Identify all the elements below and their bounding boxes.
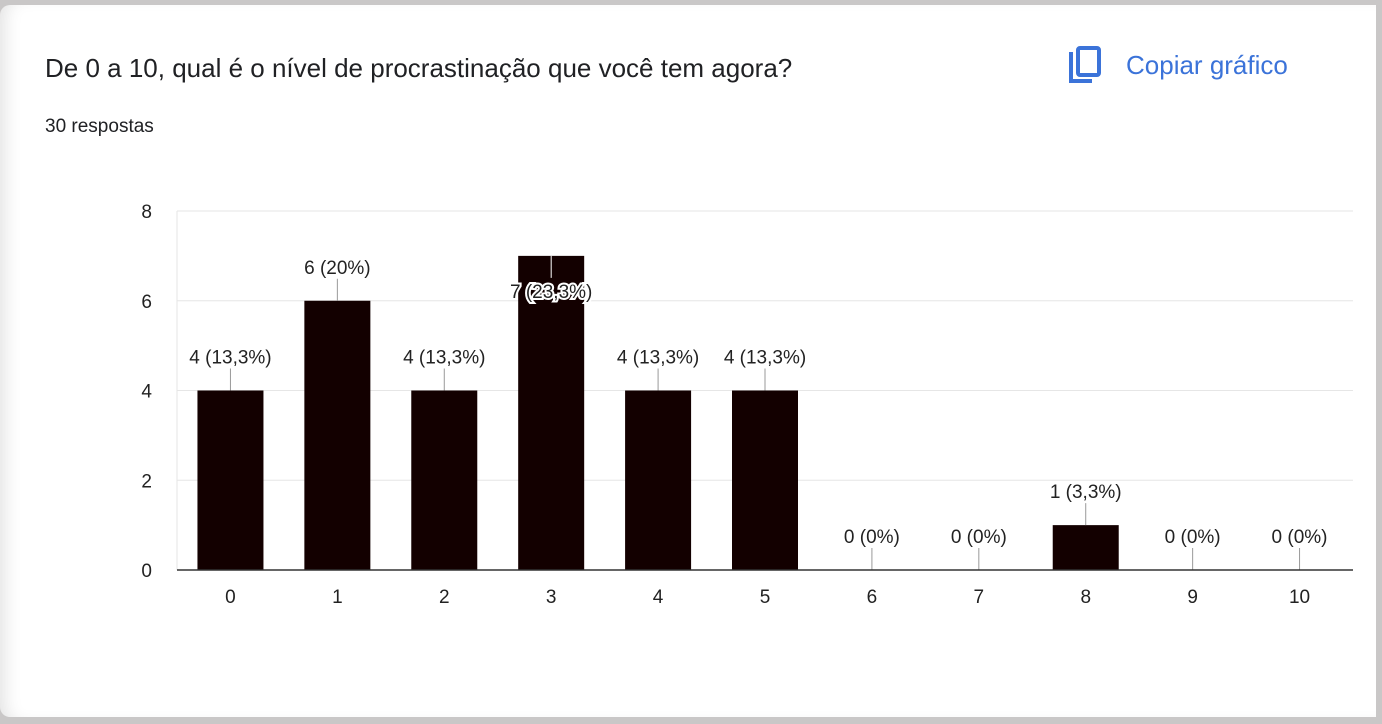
response-count: 30 respostas: [45, 116, 154, 137]
copy-chart-label: Copiar gráfico: [1126, 49, 1288, 80]
y-tick-label: 6: [141, 292, 152, 313]
data-label: 6 (20%): [304, 258, 371, 279]
x-tick-label: 8: [1080, 587, 1091, 608]
x-tick-label: 3: [546, 587, 557, 608]
bar: [304, 300, 371, 570]
data-label: 4 (13,3%): [403, 348, 485, 369]
copy-icon: [1069, 46, 1101, 83]
y-tick-label: 4: [141, 382, 152, 403]
bar: [1052, 525, 1119, 570]
x-tick-label: 6: [867, 587, 878, 608]
data-label: 0 (0%): [1165, 527, 1221, 548]
data-label: 1 (3,3%): [1050, 482, 1122, 503]
y-tick-label: 8: [141, 202, 152, 223]
question-title: De 0 a 10, qual é o nível de procrastina…: [45, 53, 793, 83]
x-tick-label: 7: [974, 587, 985, 608]
data-label: 4 (13,3%): [617, 348, 699, 369]
y-tick-label: 0: [141, 561, 152, 582]
x-tick-label: 2: [439, 587, 450, 608]
copy-chart-button[interactable]: Copiar gráfico: [1068, 46, 1288, 84]
bar: [518, 255, 585, 570]
bar: [197, 390, 264, 570]
x-tick-label: 9: [1187, 587, 1198, 608]
data-label: 4 (13,3%): [189, 348, 271, 369]
x-tick-label: 5: [760, 587, 771, 608]
data-label: 7 (23,3%): [510, 282, 592, 303]
x-tick-label: 4: [653, 587, 664, 608]
data-label: 0 (0%): [951, 527, 1007, 548]
x-tick-label: 10: [1289, 587, 1310, 608]
bar: [732, 390, 798, 570]
data-label: 4 (13,3%): [724, 348, 806, 369]
data-label: 0 (0%): [1272, 527, 1328, 548]
bar: [625, 390, 692, 570]
data-label: 0 (0%): [844, 527, 900, 548]
bar: [411, 390, 478, 570]
chart-card: [0, 5, 1376, 717]
x-tick-label: 0: [225, 587, 236, 608]
y-tick-label: 2: [141, 471, 152, 492]
x-tick-label: 1: [332, 587, 343, 608]
